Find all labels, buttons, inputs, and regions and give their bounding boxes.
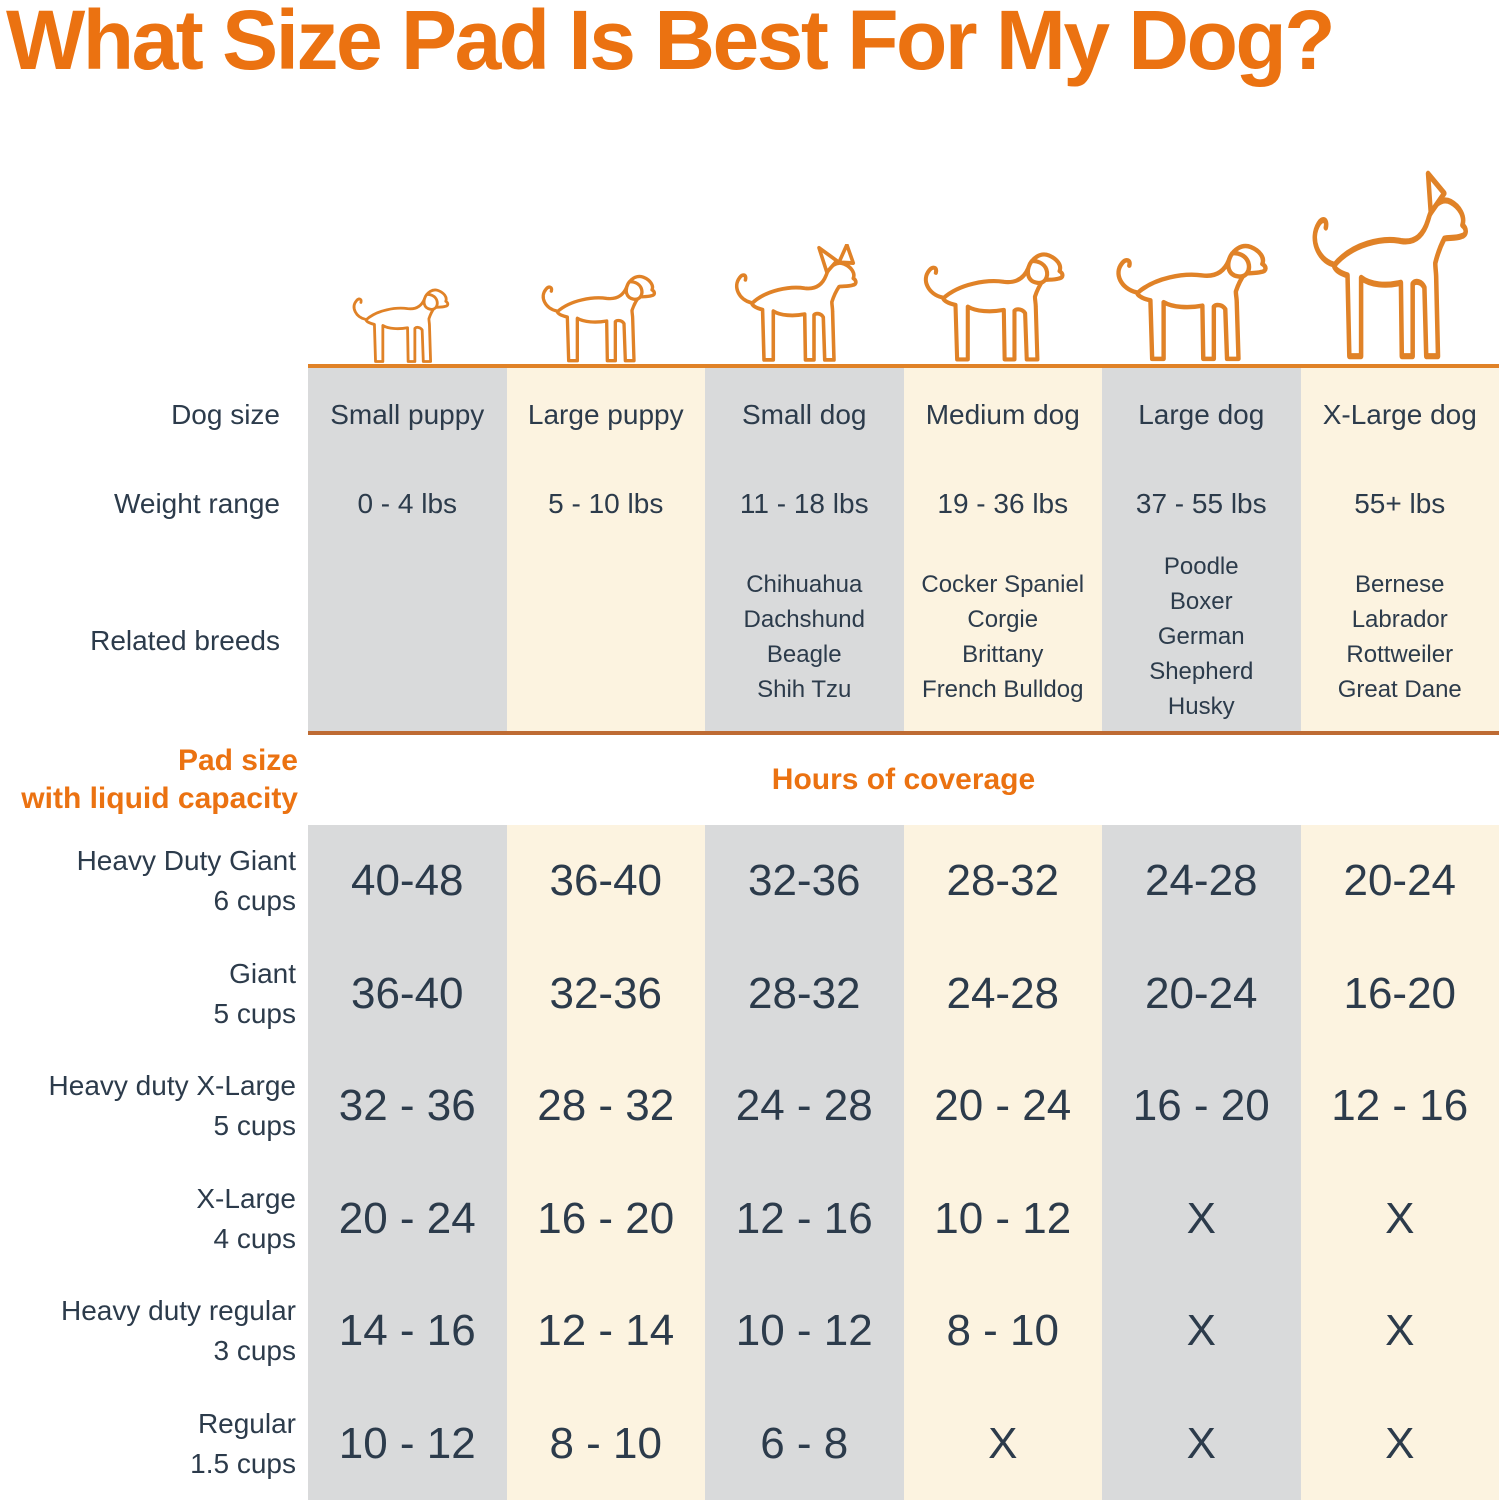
column-header-medium-dog: Medium dog (903, 368, 1102, 461)
hours-cell: 12 - 16 (705, 1162, 904, 1275)
hours-cell: X (1102, 1387, 1301, 1500)
pad-row-label: Heavy duty regular 3 cups (60, 1295, 296, 1367)
hours-cell: 36-40 (506, 825, 705, 938)
x-large-dog-icon (1301, 168, 1499, 364)
hours-cell: X (1102, 1162, 1301, 1275)
hours-cell: 28-32 (705, 937, 904, 1050)
breeds-cell: Bernese Labrador Rottweiler Great Dane (1300, 546, 1499, 735)
large-dog-icon (1102, 168, 1301, 364)
hours-cell: 20-24 (1300, 825, 1499, 938)
row-group-header-pad-size: Pad size with liquid capacity (21, 744, 298, 815)
hours-cell: 6 - 8 (705, 1387, 904, 1500)
pad-row-label: X-Large 4 cups (196, 1182, 296, 1254)
hours-cell: 24 - 28 (705, 1050, 904, 1163)
hours-cell: X (1300, 1387, 1499, 1500)
medium-dog-icon (904, 168, 1103, 364)
hours-cell: 16-20 (1300, 937, 1499, 1050)
hours-cell: 28-32 (903, 825, 1102, 938)
hours-cell: X (1300, 1275, 1499, 1388)
breeds-cell: Poodle Boxer German Shepherd Husky (1102, 546, 1301, 735)
dogs-row-spacer (0, 168, 308, 368)
large-puppy-icon (507, 168, 706, 364)
hours-cell: 10 - 12 (903, 1162, 1102, 1275)
hours-cell: 20-24 (1102, 937, 1301, 1050)
small-puppy-icon (308, 168, 507, 364)
breeds-cell: Chihuahua Dachshund Beagle Shih Tzu (705, 546, 904, 735)
hours-cell: 20 - 24 (308, 1162, 507, 1275)
hours-cell: 16 - 20 (506, 1162, 705, 1275)
weight-cell: 37 - 55 lbs (1102, 461, 1301, 546)
hours-cell: 14 - 16 (308, 1275, 507, 1388)
weight-cell: 0 - 4 lbs (308, 461, 507, 546)
weight-cell: 5 - 10 lbs (506, 461, 705, 546)
weight-cell: 11 - 18 lbs (705, 461, 904, 546)
page-title: What Size Pad Is Best For My Dog? (6, 0, 1336, 87)
size-chart: Dog size Small puppy Large puppy Small d… (0, 168, 1499, 1500)
hours-cell: 24-28 (1102, 825, 1301, 938)
hours-cell: 12 - 16 (1300, 1050, 1499, 1163)
hours-cell: 20 - 24 (903, 1050, 1102, 1163)
pad-row-label: Regular 1.5 cups (190, 1407, 296, 1479)
hours-cell: 32 - 36 (308, 1050, 507, 1163)
pad-row-label: Heavy duty X-Large 5 cups (48, 1070, 296, 1142)
hours-cell: 8 - 10 (903, 1275, 1102, 1388)
hours-cell: 10 - 12 (308, 1387, 507, 1500)
column-header-small-puppy: Small puppy (308, 368, 507, 461)
hours-cell: X (1300, 1162, 1499, 1275)
row-header-dog-size: Dog size (171, 398, 280, 430)
hours-cell: X (1102, 1275, 1301, 1388)
breeds-cell (506, 546, 705, 735)
hours-cell: 12 - 14 (506, 1275, 705, 1388)
hours-cell: 36-40 (308, 937, 507, 1050)
breeds-cell (308, 546, 507, 735)
column-header-small-dog: Small dog (705, 368, 904, 461)
pad-row-label: Heavy Duty Giant 6 cups (76, 845, 296, 917)
column-header-x-large-dog: X-Large dog (1300, 368, 1499, 461)
row-header-weight-range: Weight range (113, 487, 280, 519)
hours-cell: 10 - 12 (705, 1275, 904, 1388)
hours-cell: 32-36 (506, 937, 705, 1050)
pad-row-label: Giant 5 cups (213, 957, 297, 1029)
hours-cell: 16 - 20 (1102, 1050, 1301, 1163)
dog-icons-row (308, 168, 1499, 368)
hours-cell: 8 - 10 (506, 1387, 705, 1500)
hours-cell: 32-36 (705, 825, 904, 938)
hours-cell: 28 - 32 (506, 1050, 705, 1163)
hours-of-coverage-header: Hours of coverage (771, 763, 1036, 796)
hours-cell: 24-28 (903, 937, 1102, 1050)
column-header-large-puppy: Large puppy (506, 368, 705, 461)
column-header-large-dog: Large dog (1102, 368, 1301, 461)
breeds-cell: Cocker Spaniel Corgie Brittany French Bu… (903, 546, 1102, 735)
small-dog-icon (705, 168, 904, 364)
weight-cell: 19 - 36 lbs (903, 461, 1102, 546)
hours-cell: X (903, 1387, 1102, 1500)
row-header-related-breeds: Related breeds (90, 624, 280, 656)
weight-cell: 55+ lbs (1300, 461, 1499, 546)
hours-cell: 40-48 (308, 825, 507, 938)
